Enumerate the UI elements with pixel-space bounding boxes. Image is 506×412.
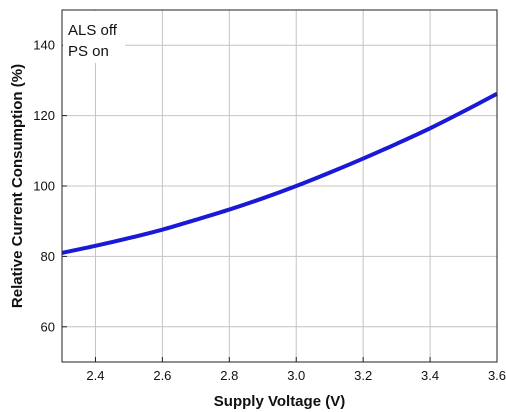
x-tick-label: 3.4 — [421, 368, 439, 383]
y-axis-label: Relative Current Consumption (%) — [9, 64, 26, 308]
x-tick-label: 2.4 — [86, 368, 104, 383]
grid-lines — [62, 10, 497, 362]
tick-marks — [62, 44, 498, 362]
annotation-background — [63, 11, 125, 63]
x-tick-label: 3.6 — [488, 368, 506, 383]
y-tick-labels: 60 80 100 120 140 — [33, 38, 55, 335]
y-tick-label: 140 — [33, 38, 55, 53]
x-tick-label: 3.2 — [354, 368, 372, 383]
x-tick-label: 3.0 — [287, 368, 305, 383]
y-tick-label: 80 — [41, 249, 55, 264]
x-tick-labels: 2.4 2.6 2.8 3.0 3.2 3.4 3.6 — [86, 368, 506, 383]
annotation-box: ALS off PS on — [63, 11, 125, 63]
series-layer — [61, 92, 498, 255]
annotation-line: ALS off — [68, 22, 118, 39]
x-tick-label: 2.8 — [220, 368, 238, 383]
y-tick-label: 60 — [41, 319, 55, 334]
x-axis-label: Supply Voltage (V) — [214, 393, 345, 410]
annotation-line: PS on — [68, 43, 109, 60]
y-tick-label: 120 — [33, 108, 55, 123]
series-line-0 — [61, 92, 498, 255]
y-tick-label: 100 — [33, 179, 55, 194]
x-tick-label: 2.6 — [153, 368, 171, 383]
